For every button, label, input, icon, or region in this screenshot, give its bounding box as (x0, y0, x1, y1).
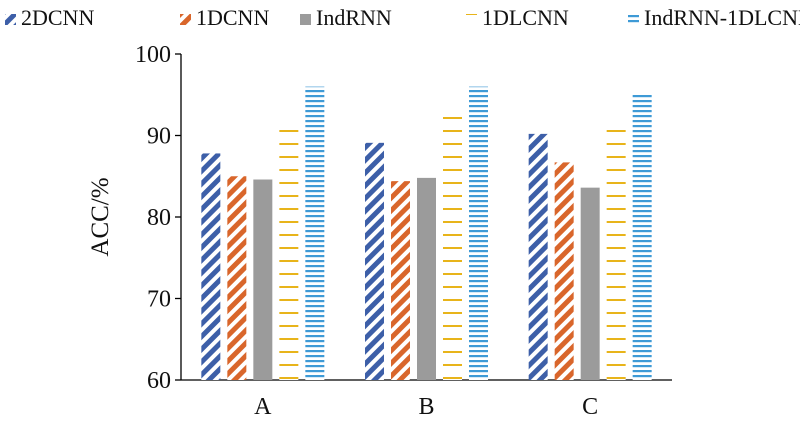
legend: 2DCNN 1DCNN IndRNN 1DLCNN IndRNN-1DLCNN (5, 5, 800, 30)
legend-label: 1DLCNN (482, 5, 569, 30)
bar-indrnn-1dlcnn-b (469, 86, 488, 380)
legend-label: 2DCNN (21, 5, 94, 30)
bar-indrnn-b (417, 177, 436, 380)
legend-item: 1DCNN (180, 5, 269, 30)
bar-1dlcnn-b (443, 111, 462, 381)
legend-item: IndRNN (300, 5, 392, 30)
legend-item: 1DLCNN (466, 5, 569, 30)
bar-indrnn-a (253, 179, 273, 380)
legend-swatch (628, 14, 639, 25)
legend-item: 2DCNN (5, 5, 94, 30)
bar-1dcnn-b (391, 181, 410, 380)
bar-indrnn-c (580, 187, 600, 380)
bar-1dcnn-c (554, 162, 574, 380)
bar-2dcnn-a (201, 153, 221, 380)
bar-indrnn-1dlcnn-c (632, 93, 652, 381)
legend-label: IndRNN (316, 5, 392, 30)
y-axis-label: ACC/% (87, 177, 114, 256)
bar-indrnn-1dlcnn-a (305, 86, 325, 380)
y-tick-label: 60 (147, 368, 171, 394)
x-tick-label: A (254, 394, 272, 420)
y-tick-label: 90 (147, 124, 171, 150)
legend-swatch (5, 14, 16, 25)
x-tick-label: C (582, 394, 598, 420)
legend-label: 1DCNN (196, 5, 269, 30)
bar-2dcnn-c (528, 133, 548, 380)
legend-swatch (300, 14, 311, 25)
legend-label: IndRNN-1DLCNN (644, 5, 800, 30)
bar-2dcnn-b (365, 142, 384, 380)
axes: 60 70 80 90 100 ACC/% A B C (87, 42, 672, 420)
legend-swatch (466, 14, 477, 25)
y-tick-label: 100 (135, 42, 171, 68)
legend-swatch (180, 14, 191, 25)
bar-1dlcnn-c (606, 124, 626, 380)
bars (201, 86, 652, 381)
y-tick-label: 70 (147, 287, 171, 313)
bar-1dcnn-a (227, 176, 247, 380)
y-tick-label: 80 (147, 205, 171, 231)
legend-item: IndRNN-1DLCNN (628, 5, 800, 30)
bar-1dlcnn-a (279, 128, 299, 380)
x-tick-label: B (418, 394, 434, 420)
